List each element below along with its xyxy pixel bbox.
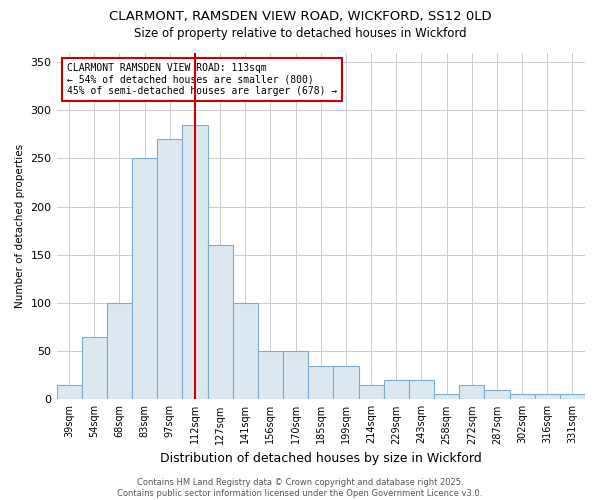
Bar — [258, 351, 283, 400]
Y-axis label: Number of detached properties: Number of detached properties — [15, 144, 25, 308]
Bar — [157, 139, 182, 400]
Bar — [359, 385, 383, 400]
Text: Size of property relative to detached houses in Wickford: Size of property relative to detached ho… — [134, 28, 466, 40]
Text: CLARMONT, RAMSDEN VIEW ROAD, WICKFORD, SS12 0LD: CLARMONT, RAMSDEN VIEW ROAD, WICKFORD, S… — [109, 10, 491, 23]
Bar — [182, 125, 208, 400]
Bar — [334, 366, 359, 400]
Bar — [560, 394, 585, 400]
Bar — [56, 385, 82, 400]
Text: Contains HM Land Registry data © Crown copyright and database right 2025.
Contai: Contains HM Land Registry data © Crown c… — [118, 478, 482, 498]
X-axis label: Distribution of detached houses by size in Wickford: Distribution of detached houses by size … — [160, 452, 482, 465]
Bar — [132, 158, 157, 400]
Bar — [233, 303, 258, 400]
Bar — [434, 394, 459, 400]
Bar — [82, 336, 107, 400]
Bar — [383, 380, 409, 400]
Bar — [208, 245, 233, 400]
Bar — [509, 394, 535, 400]
Bar — [459, 385, 484, 400]
Bar — [535, 394, 560, 400]
Bar — [409, 380, 434, 400]
Bar — [283, 351, 308, 400]
Bar — [308, 366, 334, 400]
Bar — [107, 303, 132, 400]
Bar — [484, 390, 509, 400]
Text: CLARMONT RAMSDEN VIEW ROAD: 113sqm
← 54% of detached houses are smaller (800)
45: CLARMONT RAMSDEN VIEW ROAD: 113sqm ← 54%… — [67, 63, 337, 96]
